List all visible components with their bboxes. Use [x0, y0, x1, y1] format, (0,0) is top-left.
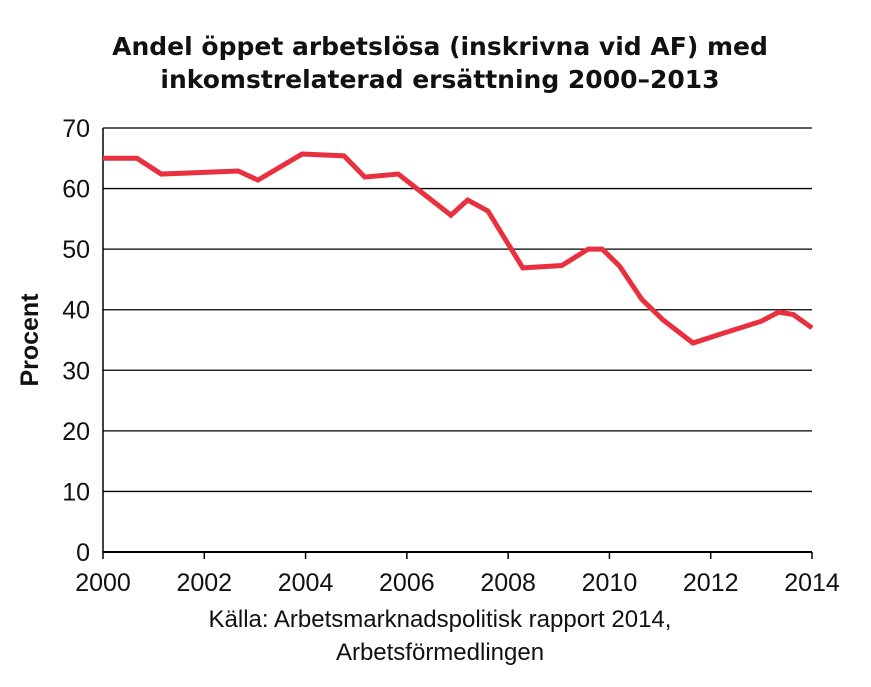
chart-title-line-2: inkomstrelaterad ersättning 2000–2013: [160, 65, 719, 94]
x-tick-label: 2002: [176, 569, 232, 597]
source-line-2: Arbetsförmedlingen: [336, 639, 544, 666]
y-tick-label: 20: [62, 418, 90, 446]
x-tick-label: 2004: [278, 569, 334, 597]
y-tick-label: 60: [62, 176, 90, 204]
x-tick-label: 2010: [582, 569, 638, 597]
y-axis-label: Procent: [16, 293, 44, 387]
y-tick-label: 40: [62, 297, 90, 325]
x-tick-label: 2008: [480, 569, 536, 597]
y-tick-label: 10: [62, 478, 90, 506]
y-tick-label: 70: [62, 115, 90, 143]
source-line-1: Källa: Arbetsmarknadspolitisk rapport 20…: [209, 606, 672, 633]
y-tick-label: 0: [76, 539, 90, 567]
chart-title-line-1: Andel öppet arbetslösa (inskrivna vid AF…: [112, 32, 768, 61]
x-tick-label: 2014: [784, 569, 840, 597]
x-tick-label: 2000: [75, 569, 131, 597]
x-tick-label: 2006: [379, 569, 435, 597]
y-tick-label: 30: [62, 357, 90, 385]
x-tick-label: 2012: [683, 569, 739, 597]
y-tick-label: 50: [62, 236, 90, 264]
